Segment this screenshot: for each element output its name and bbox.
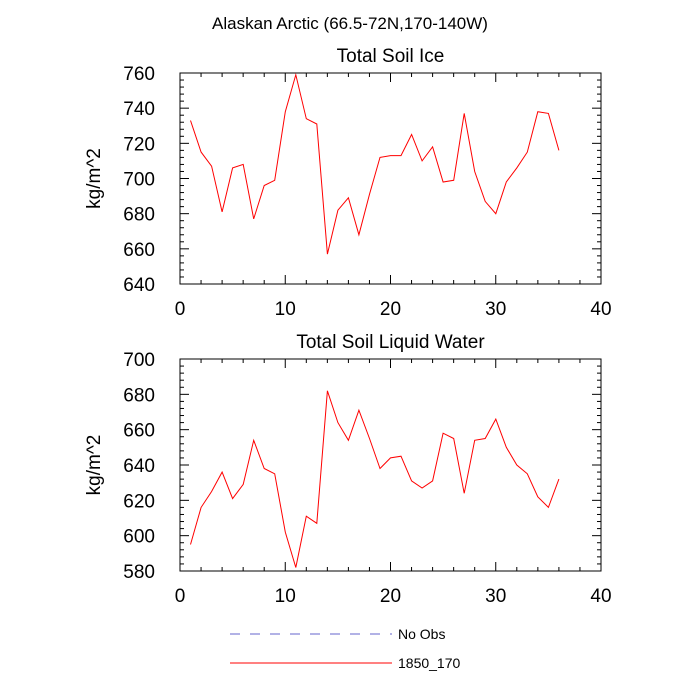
panel-title: Total Soil Ice [337, 46, 445, 67]
x-tick-label: 20 [380, 586, 401, 607]
y-tick-label: 680 [123, 385, 155, 406]
y-tick-label: 680 [123, 205, 155, 226]
figure-title: Alaskan Arctic (66.5-72N,170-140W) [212, 14, 488, 33]
legend-label-1850-170: 1850_170 [398, 655, 461, 671]
panel-total-soil-ice: Total Soil Ice kg/m^2 0 10 20 30 40 640 660 680 70… [84, 46, 612, 320]
y-tick-label: 620 [123, 491, 155, 512]
y-tick-label: 760 [123, 64, 155, 85]
y-tick-label: 660 [123, 421, 155, 442]
y-tick-label: 740 [123, 99, 155, 120]
y-tick-label: 700 [123, 350, 155, 371]
legend: No Obs 1850_170 [230, 626, 461, 671]
legend-label-no-obs: No Obs [398, 626, 445, 642]
series-line-1850-170 [190, 72, 560, 255]
plot-frame [179, 358, 602, 572]
x-tick-label: 10 [275, 299, 296, 320]
x-tick-label: 0 [175, 299, 186, 320]
x-tick-label: 10 [275, 586, 296, 607]
x-tick-label: 30 [485, 299, 506, 320]
series-line-1850-170 [190, 390, 560, 568]
x-tick-label: 30 [485, 586, 506, 607]
y-axis-label: kg/m^2 [84, 148, 105, 209]
y-tick-label: 600 [123, 527, 155, 548]
y-tick-label: 720 [123, 134, 155, 155]
y-tick-label: 660 [123, 240, 155, 261]
x-tick-label: 40 [590, 299, 611, 320]
x-tick-label: 40 [590, 586, 611, 607]
y-tick-label: 640 [123, 275, 155, 296]
y-tick-label: 700 [123, 170, 155, 191]
panel-total-soil-liquid-water: Total Soil Liquid Water kg/m^2 0 10 20 30 40 58… [84, 332, 612, 607]
x-tick-label: 0 [175, 586, 186, 607]
panel-title: Total Soil Liquid Water [296, 332, 485, 353]
y-axis-label: kg/m^2 [84, 435, 105, 496]
plot-frame [179, 72, 602, 285]
x-tick-label: 20 [380, 299, 401, 320]
y-tick-label: 580 [123, 562, 155, 583]
y-tick-label: 640 [123, 456, 155, 477]
